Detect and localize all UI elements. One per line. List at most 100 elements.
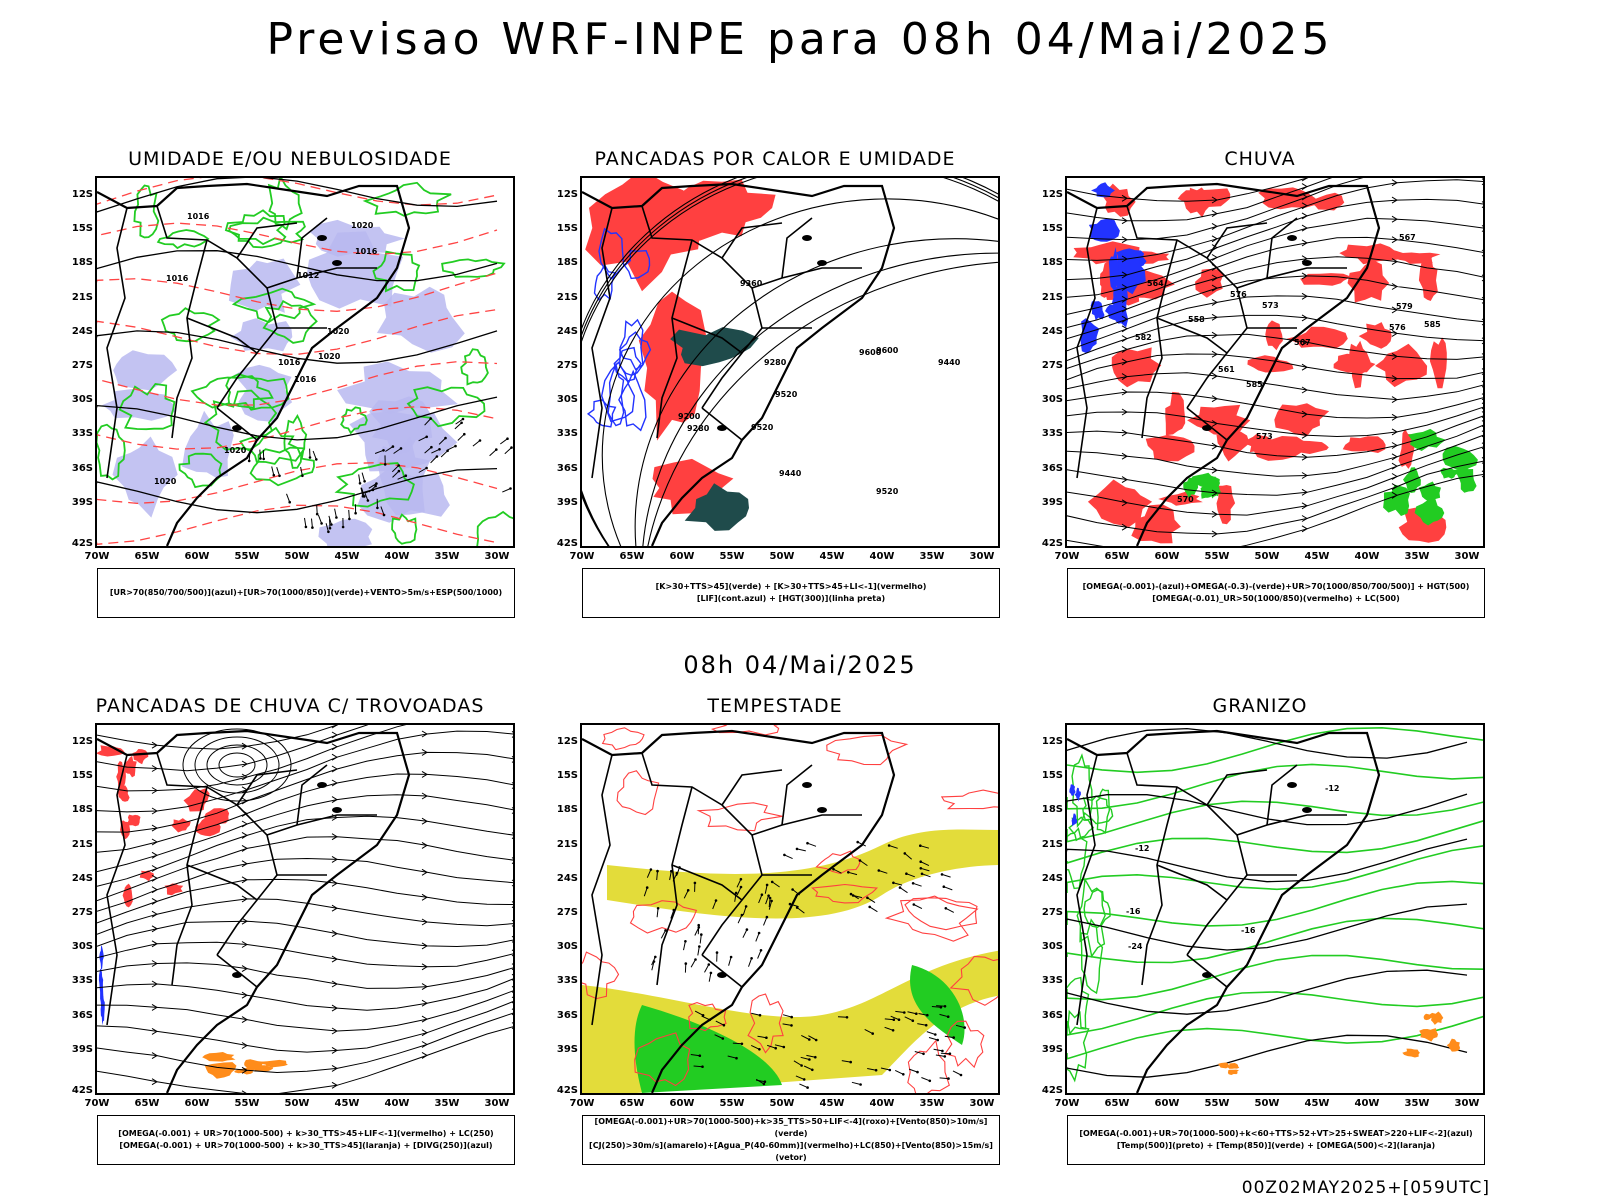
latitude-tick-label: 27S <box>556 360 578 371</box>
panel-title: CHUVA <box>1224 148 1296 170</box>
latitude-tick-label: 18S <box>556 257 578 269</box>
map-graphic <box>582 725 998 1093</box>
latitude-tick-label: 21S <box>71 838 93 850</box>
legend-line: [LIF](cont.azul) + [HGT(300)](linha pret… <box>696 594 886 603</box>
longitude-tick-label: 65W <box>619 551 645 562</box>
longitude-tick-label: 65W <box>1104 1098 1130 1109</box>
contour-label: 564 <box>1147 279 1164 288</box>
panel-title: UMIDADE E/OU NEBULOSIDADE <box>128 148 452 170</box>
latitude-tick-label: 21S <box>71 291 93 303</box>
longitude-tick-label: 55W <box>234 551 260 562</box>
latitude-tick-label: 36S <box>1041 462 1063 474</box>
latitude-tick-label: 33S <box>556 975 578 987</box>
latitude-tick-label: 39S <box>556 496 578 508</box>
legend-line: [OMEGA(-0.001) + UR>70(1000-500) + k>30_… <box>118 1129 494 1138</box>
longitude-tick-label: 40W <box>384 551 410 562</box>
longitude-tick-label: 30W <box>969 551 995 562</box>
contour-label: 1012 <box>297 271 319 280</box>
latitude-tick-label: 42S <box>1041 538 1063 549</box>
legend-line: [OMEGA(-0.001)+UR>70(1000-500)+k>35_TTS>… <box>594 1117 988 1138</box>
longitude-tick-label: 60W <box>184 551 210 562</box>
longitude-tick-label: 45W <box>1304 1098 1330 1109</box>
contour-label: 9360 <box>740 279 763 288</box>
panel-granizo: GRANIZO -12 -16 -12 -16 -24 12S 15S 18S 21S 24S 27S… <box>1025 695 1505 1185</box>
contour-label: 585 <box>1424 320 1441 329</box>
longitude-tick-label: 55W <box>234 1098 260 1109</box>
legend-box: [OMEGA(-0.001) + UR>70(1000-500) + k>30_… <box>97 1115 515 1165</box>
forecast-map: 9600 9520 9600 9520 9440 9360 9280 9200 9520 9440… <box>580 176 1000 548</box>
longitude-tick-label: 65W <box>134 551 160 562</box>
longitude-tick-label: 45W <box>334 551 360 562</box>
longitude-tick-label: 30W <box>484 1098 510 1109</box>
longitude-tick-label: 35W <box>434 1098 460 1109</box>
latitude-tick-label: 18S <box>71 804 93 816</box>
latitude-tick-label: 21S <box>1041 838 1063 850</box>
latitude-tick-label: 21S <box>556 291 578 303</box>
contour-label: 9600 <box>876 346 899 355</box>
latitude-tick-label: 15S <box>556 770 578 782</box>
contour-label: 567 <box>1399 233 1416 242</box>
longitude-tick-label: 35W <box>919 551 945 562</box>
contour-label: 558 <box>1188 315 1205 324</box>
contour-label: 1020 <box>351 221 374 230</box>
latitude-tick-label: 42S <box>556 1085 578 1096</box>
longitude-tick-label: 35W <box>1404 1098 1430 1109</box>
contour-label: 561 <box>1218 365 1235 374</box>
latitude-tick-label: 18S <box>1041 804 1063 816</box>
longitude-tick-label: 50W <box>284 1098 310 1109</box>
longitude-tick-label: 70W <box>1054 551 1080 562</box>
latitude-tick-label: 30S <box>556 394 578 406</box>
legend-box: [OMEGA(-0.001)-(azul)+OMEGA(-0.3)-(verde… <box>1067 568 1485 618</box>
latitude-tick-label: 36S <box>1041 1009 1063 1021</box>
panel-pancadas-calor: PANCADAS POR CALOR E UMIDADE 9600 9520 9600… <box>540 148 1020 638</box>
legend-line: [Temp(500)](preto) + [Temp(850)](verde) … <box>1116 1141 1436 1150</box>
latitude-tick-label: 12S <box>556 736 578 747</box>
map-graphic: 1016 1016 1016 1020 1020 1020 1020 1012 1016 1020… <box>97 178 513 546</box>
longitude-tick-label: 40W <box>1354 1098 1380 1109</box>
latitude-tick-label: 24S <box>71 325 93 337</box>
contour-label: 1016 <box>166 274 189 283</box>
latitude-tick-label: 18S <box>556 804 578 816</box>
latitude-tick-label: 39S <box>71 496 93 508</box>
latitude-tick-label: 15S <box>71 223 93 235</box>
forecast-map: 585 585 582 579 576 573 570 567 564 561 558 573 567 5… <box>1065 176 1485 548</box>
latitude-tick-label: 30S <box>1041 941 1063 953</box>
contour-label: 9440 <box>938 358 961 367</box>
panel-title: PANCADAS POR CALOR E UMIDADE <box>594 148 956 170</box>
longitude-tick-label: 55W <box>1204 551 1230 562</box>
longitude-tick-label: 65W <box>1104 551 1130 562</box>
latitude-tick-label: 15S <box>71 770 93 782</box>
forecast-map: 1016 1016 1016 1020 1020 1020 1020 1012 1016 1020… <box>95 176 515 548</box>
forecast-time-title: 08h 04/Mai/2025 <box>683 651 917 679</box>
panel-umidade: UMIDADE E/OU NEBULOSIDADE 1016 1016 1016 102… <box>55 148 535 638</box>
latitude-tick-label: 33S <box>71 975 93 987</box>
longitude-tick-label: 40W <box>869 551 895 562</box>
latitude-tick-label: 24S <box>556 872 578 884</box>
map-graphic <box>97 725 513 1093</box>
latitude-tick-label: 33S <box>1041 428 1063 440</box>
contour-label: 573 <box>1262 301 1279 310</box>
panel-title: TEMPESTADE <box>707 695 843 717</box>
latitude-tick-label: 39S <box>556 1043 578 1055</box>
longitude-tick-label: 50W <box>1254 1098 1280 1109</box>
legend-box: [OMEGA(-0.001)+UR>70(1000-500)+k<60+TTS>… <box>1067 1115 1485 1165</box>
longitude-tick-label: 50W <box>284 551 310 562</box>
contour-label: 576 <box>1230 290 1247 299</box>
contour-label: 576 <box>1389 323 1406 332</box>
contour-label: 9280 <box>764 358 787 367</box>
latitude-tick-label: 42S <box>556 538 578 549</box>
latitude-tick-label: 15S <box>1041 223 1063 235</box>
latitude-tick-label: 12S <box>1041 736 1063 747</box>
latitude-tick-label: 15S <box>556 223 578 235</box>
contour-label: -12 <box>1135 844 1149 853</box>
latitude-tick-label: 24S <box>71 872 93 884</box>
contour-label: 9200 <box>678 412 701 421</box>
contour-label: 567 <box>1294 338 1311 347</box>
longitude-tick-label: 30W <box>1454 1098 1480 1109</box>
longitude-tick-label: 30W <box>969 1098 995 1109</box>
map-graphic: -12 -16 -12 -16 -24 <box>1067 726 1483 1093</box>
longitude-tick-label: 55W <box>719 551 745 562</box>
latitude-tick-label: 42S <box>71 538 93 549</box>
contour-label: 1016 <box>355 247 378 256</box>
longitude-tick-label: 50W <box>769 551 795 562</box>
